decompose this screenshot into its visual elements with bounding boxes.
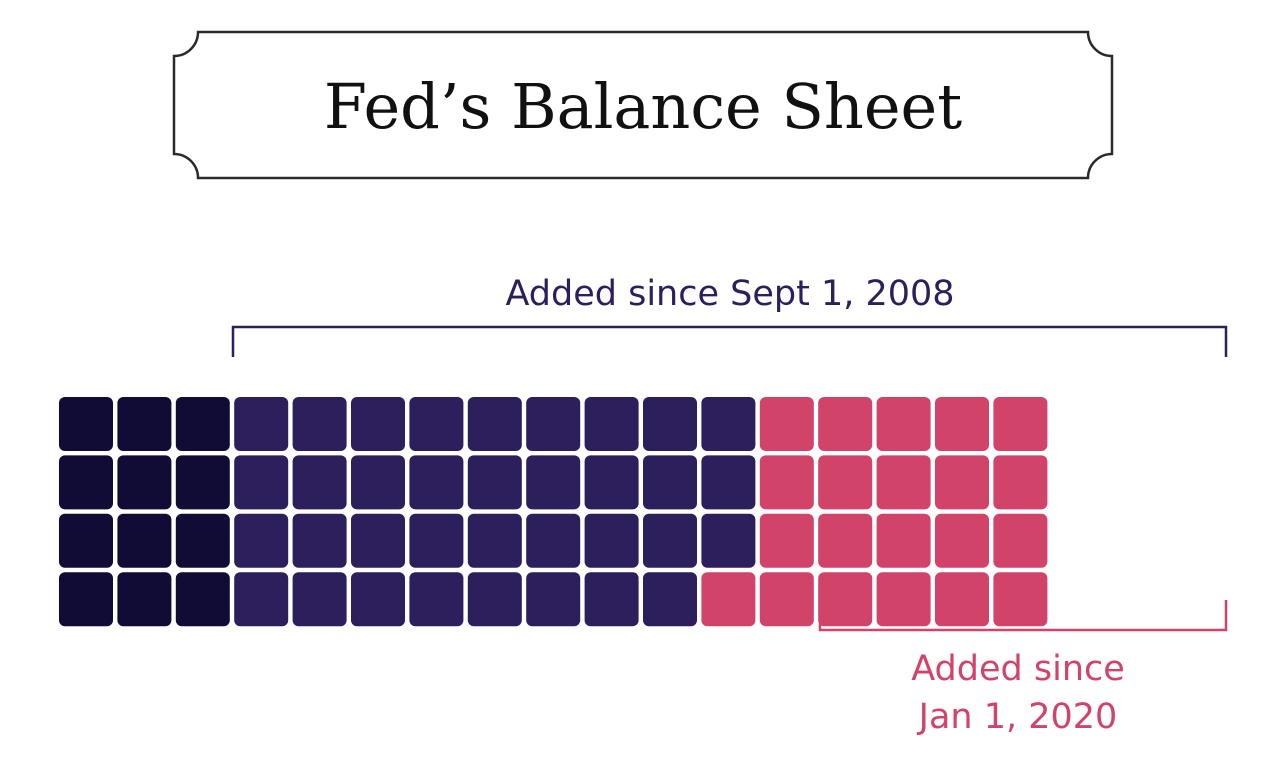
annotation-2020-line2: Jan 1, 2020 — [917, 697, 1118, 737]
waffle-cell-series-2 — [876, 397, 931, 451]
annotation-2008: Added since Sept 1, 2008 — [505, 274, 954, 314]
waffle-cell-series-1 — [701, 397, 756, 451]
waffle-cell-series-2 — [818, 513, 873, 568]
waffle-cell-series-1 — [409, 513, 464, 568]
waffle-cell-series-2 — [759, 572, 814, 627]
waffle-cell-series-1 — [467, 455, 522, 510]
waffle-cell-series-0 — [175, 572, 230, 627]
waffle-cell-series-0 — [59, 455, 113, 510]
waffle-cell-series-1 — [584, 513, 639, 568]
waffle-cell-series-2 — [818, 572, 873, 627]
waffle-cell-series-2 — [993, 572, 1048, 627]
waffle-cell-series-2 — [876, 455, 931, 510]
waffle-cell-series-1 — [234, 513, 289, 568]
waffle-cell-series-1 — [292, 572, 347, 627]
waffle-cell-series-0 — [175, 397, 230, 451]
waffle-cell-series-1 — [234, 455, 289, 510]
waffle-cell-series-1 — [234, 397, 289, 451]
waffle-cell-series-1 — [643, 513, 697, 568]
waffle-cell-series-1 — [701, 455, 756, 510]
waffle-cell-series-1 — [467, 397, 522, 451]
waffle-cell-series-0 — [59, 572, 113, 627]
bracket-2020 — [818, 600, 1228, 632]
waffle-cell-series-1 — [409, 397, 464, 451]
waffle-cell-series-1 — [643, 397, 697, 451]
waffle-cell-series-2 — [935, 572, 989, 627]
waffle-cell-series-1 — [467, 513, 522, 568]
waffle-cell-series-2 — [701, 572, 756, 627]
waffle-cell-series-2 — [876, 572, 931, 627]
waffle-cell-series-1 — [292, 513, 347, 568]
annotation-2020-line1: Added since — [911, 649, 1125, 689]
waffle-cell-series-2 — [993, 513, 1048, 568]
bracket-2008 — [231, 325, 1228, 357]
waffle-cell-series-0 — [117, 397, 172, 451]
waffle-cell-series-2 — [935, 455, 989, 510]
waffle-cell-series-0 — [59, 397, 113, 451]
title-frame — [172, 30, 1114, 180]
waffle-cell-series-0 — [117, 572, 172, 627]
waffle-cell-series-1 — [526, 513, 581, 568]
waffle-cell-series-2 — [759, 455, 814, 510]
waffle-cell-series-2 — [759, 397, 814, 451]
waffle-cell-series-2 — [935, 513, 989, 568]
waffle-cell-series-1 — [234, 572, 289, 627]
chart-title: Fed’s Balance Sheet — [324, 70, 962, 143]
waffle-cell-series-0 — [175, 455, 230, 510]
waffle-cell-series-1 — [701, 513, 756, 568]
waffle-cell-series-1 — [292, 455, 347, 510]
waffle-cell-series-1 — [643, 572, 697, 627]
waffle-cell-series-1 — [526, 455, 581, 510]
waffle-cell-series-1 — [526, 572, 581, 627]
waffle-cell-series-0 — [175, 513, 230, 568]
waffle-cell-series-1 — [351, 572, 405, 627]
waffle-cell-series-1 — [351, 397, 405, 451]
waffle-cell-series-2 — [993, 455, 1048, 510]
waffle-cell-series-1 — [643, 455, 697, 510]
waffle-cell-series-0 — [59, 513, 113, 568]
waffle-cell-series-0 — [117, 455, 172, 510]
waffle-cell-series-2 — [818, 397, 873, 451]
waffle-cell-series-2 — [876, 513, 931, 568]
waffle-cell-series-1 — [584, 397, 639, 451]
waffle-cell-series-1 — [584, 455, 639, 510]
waffle-cell-series-2 — [759, 513, 814, 568]
waffle-cell-series-2 — [993, 397, 1048, 451]
waffle-cell-series-2 — [818, 455, 873, 510]
waffle-cell-series-0 — [117, 513, 172, 568]
waffle-cell-series-1 — [584, 572, 639, 627]
waffle-cell-series-1 — [409, 455, 464, 510]
waffle-cell-series-1 — [467, 572, 522, 627]
waffle-cell-series-1 — [409, 572, 464, 627]
waffle-cell-series-1 — [351, 455, 405, 510]
waffle-cell-series-1 — [292, 397, 347, 451]
waffle-cell-series-1 — [351, 513, 405, 568]
waffle-grid — [59, 397, 1048, 627]
waffle-cell-series-1 — [526, 397, 581, 451]
waffle-cell-series-2 — [935, 397, 989, 451]
